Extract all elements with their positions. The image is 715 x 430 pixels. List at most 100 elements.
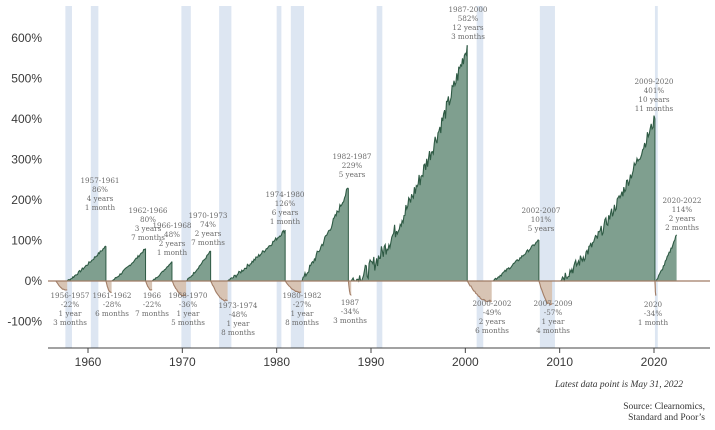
period-label-line: 4 months bbox=[536, 326, 570, 335]
bear-market-line bbox=[538, 280, 553, 306]
period-label-line: 3 months bbox=[451, 32, 485, 41]
recession-shading bbox=[65, 6, 658, 348]
period-label-1956-1957: 1956-1957 -22% 1 year 3 months bbox=[50, 291, 89, 327]
period-label-line: 80% bbox=[140, 215, 156, 224]
x-tick-label: 2000 bbox=[452, 355, 479, 369]
y-tick-label: -100% bbox=[7, 315, 42, 329]
period-label-line: 401% bbox=[644, 86, 665, 95]
bear-market-line bbox=[284, 280, 302, 293]
period-label-line: 3 months bbox=[53, 318, 87, 327]
bull-market-area bbox=[351, 45, 468, 281]
recession-band bbox=[219, 6, 232, 348]
period-label-line: 1970-1973 bbox=[188, 211, 227, 220]
y-tick-label: 200% bbox=[11, 193, 42, 207]
period-label-line: 4 years bbox=[87, 194, 114, 203]
recession-band bbox=[654, 6, 658, 348]
period-label-line: -36% bbox=[179, 300, 198, 309]
period-label-2009-2020: 2009-2020 401% 10 years 11 months bbox=[634, 77, 673, 113]
bear-market-area bbox=[285, 281, 302, 293]
period-label-1961-1962: 1961-1962 -28% 6 months bbox=[92, 291, 131, 318]
bear-market-line bbox=[654, 280, 657, 296]
bull-market-area bbox=[111, 248, 146, 281]
period-label-1968-1970: 1968-1970 -36% 1 year 5 months bbox=[168, 291, 207, 327]
bull-market-line bbox=[350, 45, 468, 283]
bull-market-line bbox=[552, 115, 656, 282]
recession-band bbox=[290, 6, 305, 348]
period-label-line: 1980-1982 bbox=[282, 291, 321, 300]
period-label-1970-1973: 1970-1973 74% 2 years 7 months bbox=[188, 211, 227, 247]
period-label-line: 5 years bbox=[528, 224, 555, 233]
bear-market-line bbox=[210, 280, 228, 302]
x-axis-ticks: 1960 1970 1980 1990 2000 2010 2020 bbox=[75, 348, 668, 369]
bull-market-line bbox=[66, 245, 107, 282]
period-label-2020: 2020 -34% 1 month bbox=[638, 300, 669, 327]
period-label-1966: 1966 -22% 7 months bbox=[135, 291, 169, 318]
x-tick-label: 1980 bbox=[263, 355, 290, 369]
bear-market-area bbox=[105, 281, 112, 293]
period-label-line: 229% bbox=[342, 161, 363, 170]
source-note: Source: Clearnomics, Standard and Poor’s bbox=[623, 402, 705, 424]
period-label-line: 7 months bbox=[135, 309, 169, 318]
period-label-line: 7 months bbox=[191, 238, 225, 247]
period-label-line: 2020 bbox=[644, 300, 663, 309]
period-label-line: 1 month bbox=[157, 248, 188, 257]
x-tick-label: 1970 bbox=[169, 355, 196, 369]
period-label-line: 1 month bbox=[270, 217, 301, 226]
period-label-line: -34% bbox=[644, 309, 663, 318]
period-label-2000-2002: 2000-2002 -49% 2 years 6 months bbox=[472, 299, 511, 335]
period-label-line: 3 months bbox=[333, 316, 367, 325]
period-label-line: 2 years bbox=[159, 239, 186, 248]
bull-market-line bbox=[185, 250, 211, 282]
period-label-line: 126% bbox=[275, 199, 296, 208]
bull-market-line bbox=[151, 261, 173, 282]
recession-band bbox=[90, 6, 99, 348]
period-label-2002-2007: 2002-2007 101% 5 years bbox=[521, 206, 560, 233]
bear-market-area bbox=[210, 281, 228, 301]
period-label-line: 2007-2009 bbox=[533, 299, 572, 308]
x-tick-label: 2010 bbox=[546, 355, 573, 369]
bull-market-area bbox=[491, 240, 539, 281]
bear-market-line bbox=[466, 280, 493, 303]
period-label-line: 1 month bbox=[85, 203, 116, 212]
period-label-1980-1982: 1980-1982 -27% 1 year 8 months bbox=[282, 291, 321, 327]
period-label-line: -22% bbox=[61, 300, 80, 309]
period-label-line: 8 months bbox=[285, 318, 319, 327]
bull-market-area bbox=[655, 234, 677, 281]
bear-market-area bbox=[538, 281, 553, 305]
bull-market-line bbox=[301, 187, 349, 282]
bear-market-area bbox=[145, 281, 153, 290]
period-label-1987: 1987 -34% 3 months bbox=[333, 298, 367, 325]
period-label-line: -28% bbox=[103, 300, 122, 309]
period-label-line: 1 year bbox=[542, 317, 565, 326]
bear-market-area bbox=[55, 281, 68, 290]
y-tick-label: 300% bbox=[11, 153, 42, 167]
period-label-line: 2000-2002 bbox=[472, 299, 511, 308]
y-tick-label: 0% bbox=[25, 274, 43, 288]
period-label-line: 1987-2000 bbox=[448, 5, 487, 14]
period-label-line: 1973-1974 bbox=[218, 301, 257, 310]
period-label-line: 7 months bbox=[131, 233, 165, 242]
period-label-line: 1962-1966 bbox=[128, 206, 167, 215]
bull-market-line bbox=[491, 239, 539, 282]
recession-band bbox=[476, 6, 484, 348]
period-label-line: -57% bbox=[544, 308, 563, 317]
period-label-line: 10 years bbox=[638, 95, 669, 104]
bear-market-line bbox=[145, 280, 153, 291]
bull-market-area bbox=[186, 251, 211, 281]
period-label-line: 8 months bbox=[221, 328, 255, 337]
period-label-2020-2022: 2020-2022 114% 2 years 2 months bbox=[662, 196, 701, 232]
period-label-line: 2 months bbox=[665, 223, 699, 232]
period-label-1974-1980: 1974-1980 126% 6 years 1 month bbox=[265, 190, 304, 226]
period-label-line: 101% bbox=[531, 215, 552, 224]
y-tick-label: 500% bbox=[11, 72, 42, 86]
market-period-areas bbox=[55, 45, 678, 306]
period-label-line: 3 years bbox=[135, 224, 162, 233]
period-label-line: 1961-1962 bbox=[92, 291, 131, 300]
period-label-line: 2 years bbox=[195, 229, 222, 238]
recession-band bbox=[539, 6, 555, 348]
recession-band bbox=[276, 6, 282, 348]
period-label-line: 5 years bbox=[339, 170, 366, 179]
bull-market-line bbox=[111, 248, 146, 282]
bull-market-area bbox=[301, 188, 349, 281]
